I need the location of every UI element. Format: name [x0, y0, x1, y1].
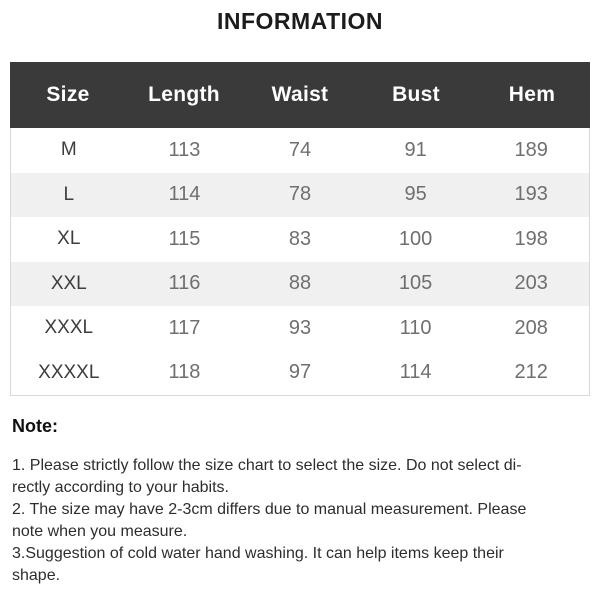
bust-value: 105: [398, 272, 433, 295]
waist-value: 78: [288, 183, 312, 206]
column-header-waist: Waist: [271, 83, 329, 106]
column-header-bust: Bust: [392, 83, 440, 106]
table-row-xxl: XXL 116 88 105 203: [11, 261, 589, 306]
size-label: XXXXL: [38, 361, 100, 383]
page-title: INFORMATION: [216, 8, 384, 34]
length-value: 115: [168, 227, 201, 250]
hem-value: 189: [514, 138, 548, 161]
length-value: 118: [168, 361, 201, 384]
size-label: XXL: [50, 272, 87, 294]
bust-value: 110: [399, 316, 432, 339]
size-label: XL: [57, 228, 81, 250]
size-chart-table: Size Length Waist Bust Hem M 113 74 91 1…: [10, 62, 590, 396]
note-item-3: 3.Suggestion of cold water hand washing.…: [12, 545, 504, 584]
column-header-length: Length: [148, 83, 220, 106]
length-value: 117: [168, 316, 201, 339]
waist-value: 74: [288, 138, 312, 161]
table-row-xxxl: XXXL 117 93 110 208: [11, 306, 589, 351]
table-row-xl: XL 115 83 100 198: [11, 217, 589, 262]
notes-section: Note: 1. Please strictly follow the size…: [12, 416, 588, 587]
table-header-row: Size Length Waist Bust Hem: [10, 62, 590, 128]
size-information-page: INFORMATION Size Length Waist Bust Hem M…: [10, 8, 590, 587]
note-item-1: 1. Please strictly follow the size chart…: [12, 457, 522, 496]
waist-value: 83: [288, 227, 312, 250]
table-row-xxxxl: XXXXL 118 97 114 212: [11, 350, 589, 395]
column-header-hem: Hem: [508, 83, 556, 106]
size-label: XXXL: [44, 317, 94, 339]
bust-value: 91: [404, 138, 427, 161]
length-value: 116: [168, 272, 201, 295]
table-body: M 113 74 91 189 L 114 78 95 193 XL 115 8…: [10, 128, 590, 396]
waist-value: 93: [288, 316, 312, 339]
hem-value: 208: [514, 316, 548, 339]
table-row-l: L 114 78 95 193: [11, 172, 589, 217]
note-item-2: 2. The size may have 2-3cm differs due t…: [12, 501, 527, 540]
column-header-size: Size: [46, 83, 90, 106]
size-label: M: [60, 139, 77, 161]
hem-value: 193: [514, 183, 548, 206]
length-value: 113: [168, 138, 201, 161]
hem-value: 198: [514, 227, 548, 250]
length-value: 114: [168, 183, 201, 206]
table-row-m: M 113 74 91 189: [11, 128, 589, 173]
waist-value: 88: [288, 272, 312, 295]
waist-value: 97: [288, 361, 312, 384]
size-label: L: [63, 183, 75, 205]
hem-value: 203: [514, 272, 548, 295]
bust-value: 95: [404, 183, 427, 206]
hem-value: 212: [514, 361, 548, 384]
bust-value: 114: [399, 361, 432, 384]
notes-heading: Note:: [12, 416, 58, 436]
bust-value: 100: [398, 227, 433, 250]
